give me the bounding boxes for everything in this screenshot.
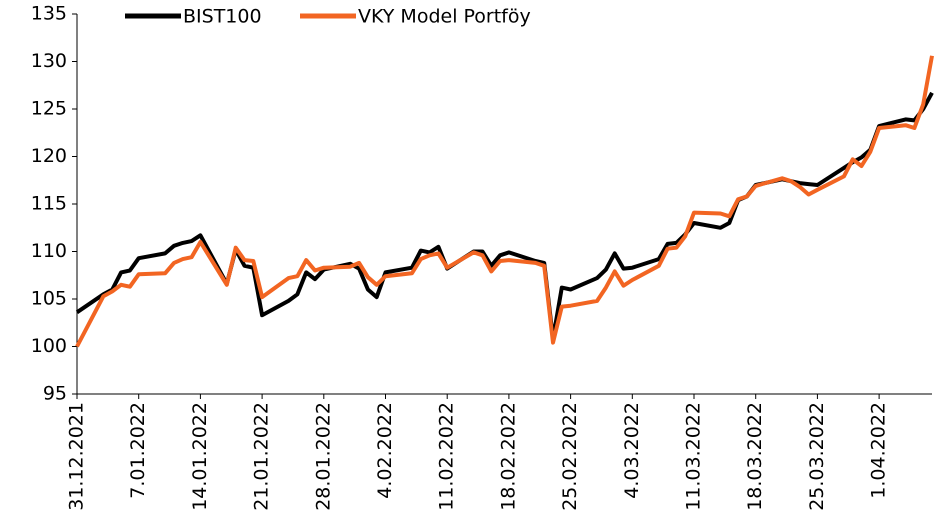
x-tick-label: 7.01.2022	[127, 402, 149, 499]
x-tick-label: 28.01.2022	[312, 402, 334, 511]
x-tick-label: 25.03.2022	[806, 402, 828, 511]
series-line	[75, 55, 934, 348]
x-tick-label: 1.04.2022	[868, 402, 890, 499]
y-tick-label: 110	[31, 240, 67, 262]
x-tick-label: 11.02.2022	[436, 402, 458, 511]
x-tick-label: 14.01.2022	[189, 402, 211, 511]
legend-label: BIST100	[183, 6, 262, 28]
y-tick-label: 115	[31, 193, 67, 215]
x-tick-label: 11.03.2022	[683, 402, 705, 511]
x-tick-label: 31.12.2021	[66, 402, 88, 511]
y-tick-label: 120	[31, 145, 67, 167]
x-tick-label: 18.03.2022	[744, 402, 766, 511]
x-tick-label: 4.02.2022	[374, 402, 396, 499]
x-tick-label: 25.02.2022	[559, 402, 581, 511]
x-tick-label: 4.03.2022	[621, 402, 643, 499]
x-tick-label: 21.01.2022	[251, 402, 273, 511]
y-tick-label: 95	[43, 383, 67, 405]
y-tick-label: 125	[31, 98, 67, 120]
series-line	[75, 91, 934, 341]
y-tick-label: 100	[31, 335, 67, 357]
y-tick-label: 105	[31, 288, 67, 310]
x-tick-label: 18.02.2022	[497, 402, 519, 511]
y-tick-label: 130	[31, 50, 67, 72]
legend-label: VKY Model Portföy	[358, 6, 531, 28]
y-tick-label: 135	[31, 3, 67, 25]
